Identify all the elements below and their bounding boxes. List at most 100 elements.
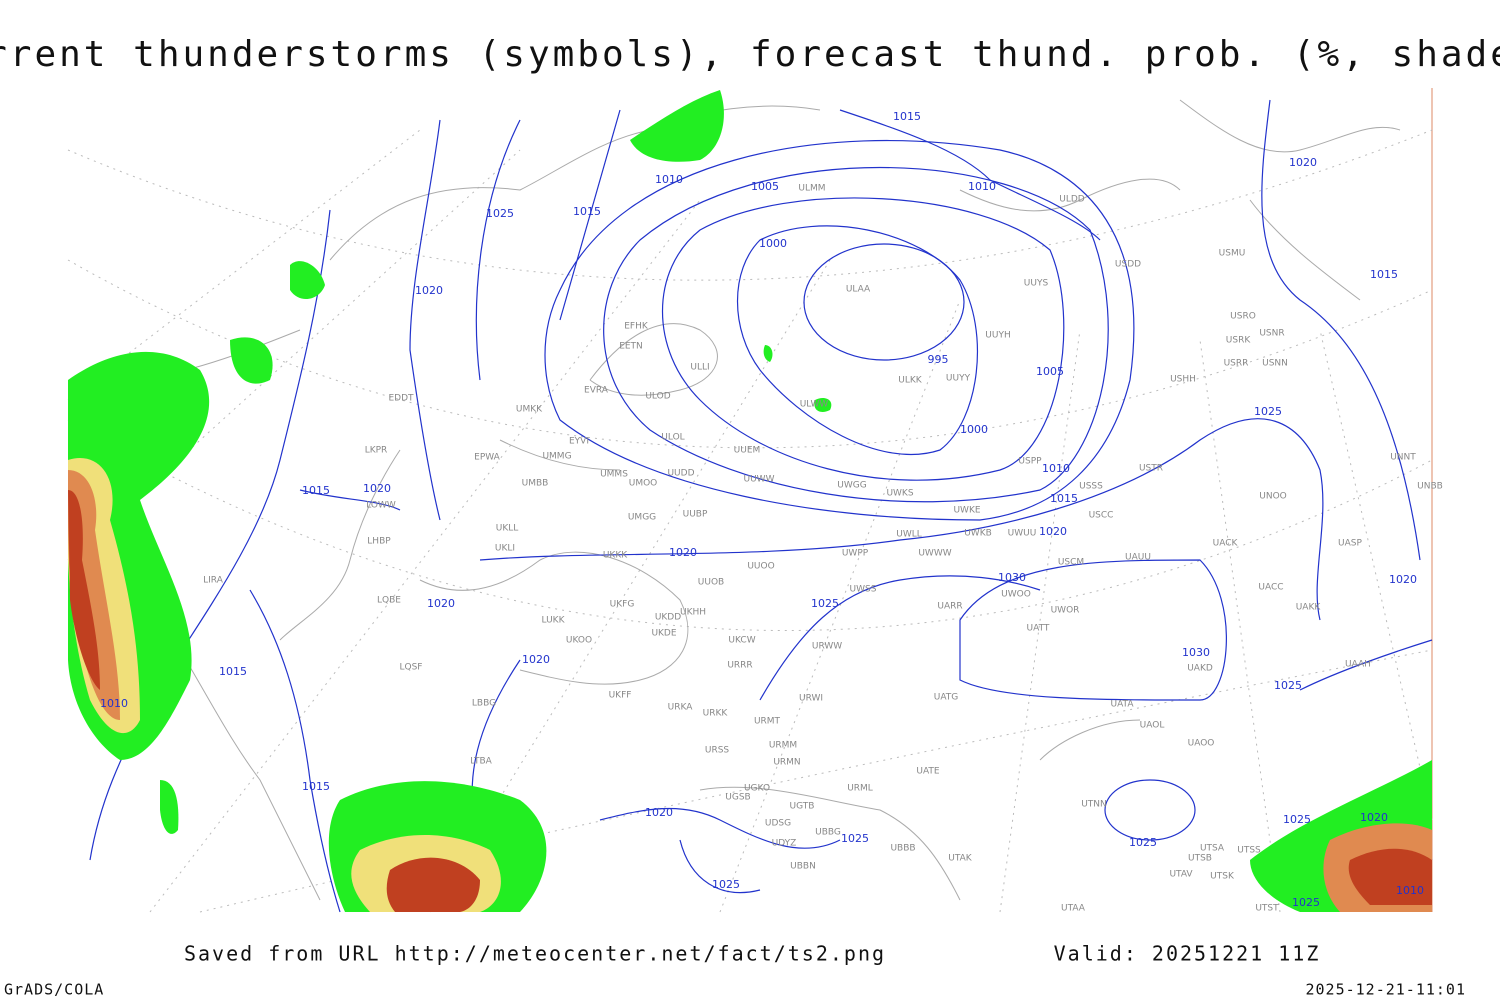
station-label: UNOO — [1259, 492, 1287, 502]
station-label: UNBB — [1417, 482, 1443, 492]
station-label: UNNT — [1390, 453, 1416, 463]
isobar-label: 1020 — [427, 597, 455, 610]
station-label: EETN — [619, 342, 643, 352]
station-label: UKKK — [603, 551, 628, 561]
station-label: UATE — [916, 767, 940, 777]
station-label: URWW — [812, 642, 842, 652]
isobar-label: 1010 — [1042, 462, 1070, 475]
isobar-label: 1020 — [669, 546, 697, 559]
station-label: UKDD — [655, 613, 681, 623]
isobar-label: 1025 — [1274, 679, 1302, 692]
station-label: UMMG — [542, 452, 571, 462]
isobar-label: 1020 — [415, 284, 443, 297]
station-label: UBBB — [890, 844, 915, 854]
station-label: UACK — [1213, 539, 1239, 549]
isobar-label: 1020 — [645, 806, 673, 819]
station-label: URSS — [705, 746, 730, 756]
station-label: USCC — [1089, 511, 1114, 521]
isobar-label: 1010 — [968, 180, 996, 193]
station-label: UATA — [1110, 700, 1134, 710]
isobar-label: 1025 — [1129, 836, 1157, 849]
station-label: UWSS — [850, 585, 877, 595]
station-label: UUYH — [985, 331, 1010, 341]
station-label: USTR — [1139, 464, 1163, 474]
isobar-label: 1025 — [1292, 896, 1320, 909]
station-label: UGSB — [725, 793, 750, 803]
station-label: LBBG — [472, 699, 496, 709]
station-label: URRR — [727, 661, 752, 671]
station-label: UUYY — [946, 374, 971, 384]
station-label: UAAH — [1345, 660, 1371, 670]
station-label: URMM — [769, 741, 797, 751]
station-label: UKLI — [495, 544, 515, 554]
station-label: URML — [847, 784, 873, 794]
isobar-label: 1025 — [486, 207, 514, 220]
thunderstorm-shading — [68, 90, 1432, 912]
isobar-label: 1015 — [1050, 492, 1078, 505]
station-label: LKPR — [365, 446, 388, 456]
software: GrADS/COLA — [4, 981, 104, 999]
station-label: USCM — [1058, 558, 1084, 568]
station-label: UASP — [1338, 539, 1362, 549]
isobar-label: 1015 — [302, 484, 330, 497]
station-label: USRR — [1224, 359, 1249, 369]
isobar-label: 1015 — [573, 205, 601, 218]
station-label: UAOO — [1188, 739, 1215, 749]
station-label: ULMM — [798, 184, 825, 194]
station-label: ULWW — [800, 400, 829, 410]
isobar-label: 1030 — [1182, 646, 1210, 659]
station-label: UUEM — [734, 446, 761, 456]
station-label: EVRA — [584, 386, 609, 396]
isobar-label: 1025 — [712, 878, 740, 891]
station-label: UTSK — [1210, 872, 1235, 882]
isobar-label: 1020 — [522, 653, 550, 666]
station-label: UWPP — [842, 549, 869, 559]
station-label: LTBA — [470, 757, 492, 767]
station-label: URMT — [754, 717, 781, 727]
isobar-label: 1025 — [1254, 405, 1282, 418]
isobar-label: 1005 — [751, 180, 779, 193]
station-label: UTAK — [948, 854, 973, 864]
station-label: ULOD — [645, 392, 670, 402]
station-label: USNN — [1262, 359, 1288, 369]
station-label: URMN — [773, 758, 800, 768]
station-label: UWOO — [1001, 590, 1031, 600]
station-label: EDDT — [388, 394, 414, 404]
station-label: UATT — [1027, 624, 1050, 634]
station-label: UWKB — [964, 529, 992, 539]
station-label: UTSB — [1188, 854, 1212, 864]
station-label: UTAA — [1061, 904, 1086, 914]
station-label: UMBB — [522, 479, 549, 489]
station-label: UKCW — [728, 636, 755, 646]
station-label: UBBG — [815, 828, 841, 838]
station-label: UUYS — [1024, 279, 1049, 289]
station-label: UWGG — [837, 481, 866, 491]
isobar-label: 1015 — [302, 780, 330, 793]
station-label: UTST — [1255, 904, 1279, 914]
station-label: UAKK — [1296, 603, 1322, 613]
isobar-label: 1025 — [811, 597, 839, 610]
isobar-label: 1020 — [363, 482, 391, 495]
isobar-label: 1005 — [1036, 365, 1064, 378]
isobar-label: 1020 — [1039, 525, 1067, 538]
map-layout — [67, 88, 1433, 913]
isobar-label: 1015 — [1370, 268, 1398, 281]
station-label: ULDD — [1059, 195, 1085, 205]
station-label: UUWW — [744, 475, 775, 485]
station-label: LQBE — [377, 596, 401, 606]
station-label: UTAV — [1169, 870, 1193, 880]
station-label: UARR — [937, 602, 962, 612]
station-label: UWWW — [918, 549, 951, 559]
station-label: UTSA — [1200, 844, 1225, 854]
station-label: EFHK — [624, 322, 649, 332]
station-label: UKHH — [680, 608, 706, 618]
station-label: LIRA — [203, 576, 224, 586]
station-label: UUBP — [683, 510, 708, 520]
station-label: UUOO — [747, 562, 774, 572]
station-label: UWLL — [896, 530, 922, 540]
isobar-label: 1010 — [100, 697, 128, 710]
station-label: USDD — [1115, 260, 1141, 270]
station-label: ULKK — [898, 376, 923, 386]
isobar-label: 1000 — [759, 237, 787, 250]
